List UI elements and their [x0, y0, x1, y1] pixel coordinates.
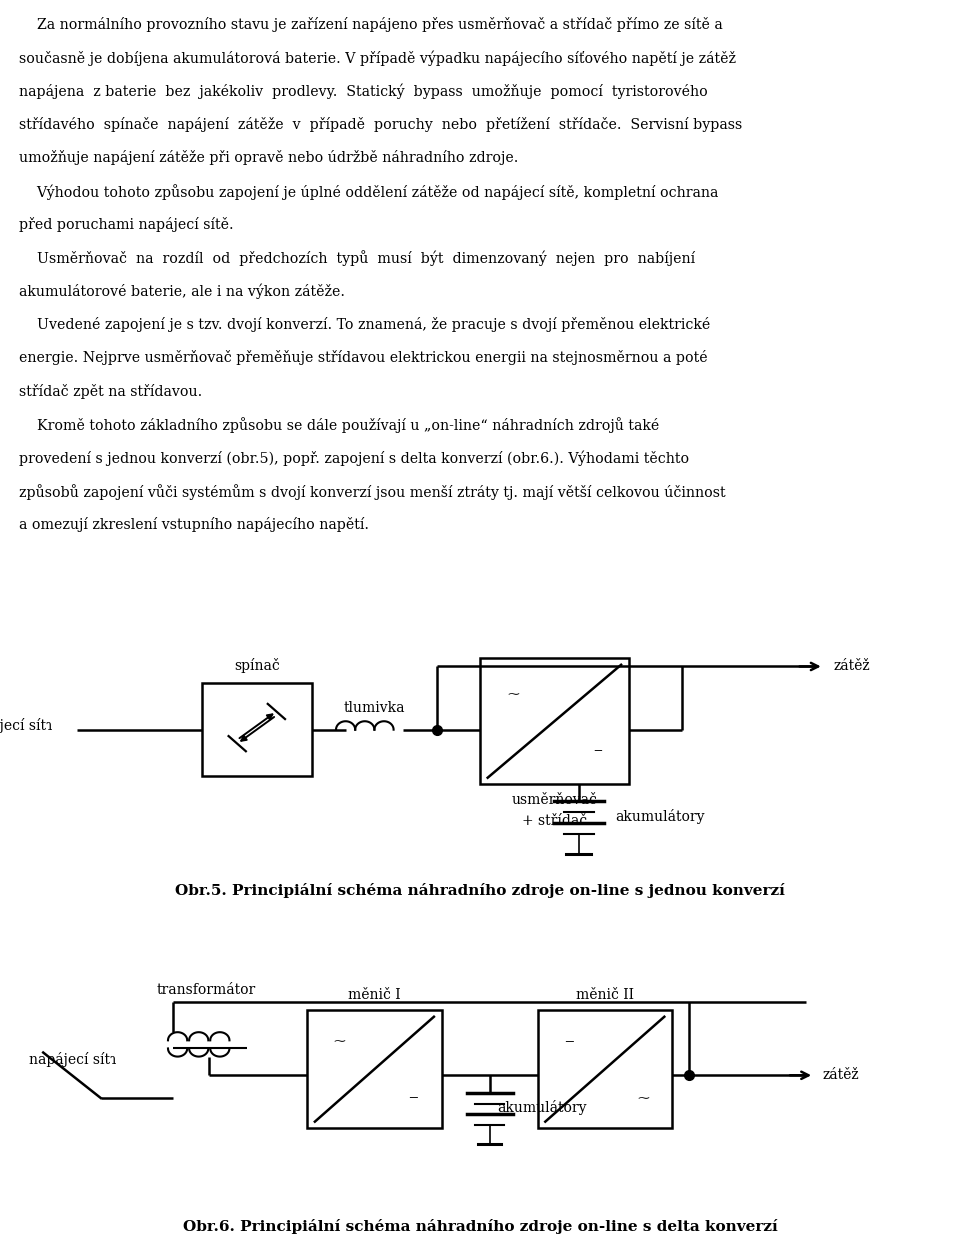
Text: usměrňovač: usměrňovač: [512, 792, 597, 807]
Text: provedení s jednou konverzí (obr.5), popř. zapojení s delta konverzí (obr.6.). V: provedení s jednou konverzí (obr.5), pop…: [19, 451, 689, 466]
Text: –: –: [408, 1088, 418, 1107]
Text: střídač zpět na střídavou.: střídač zpět na střídavou.: [19, 384, 203, 399]
Text: ~: ~: [507, 684, 520, 702]
Bar: [480, 658, 629, 785]
Text: současně je dobíjena akumulátorová baterie. V případě výpadku napájecího síťovéh: současně je dobíjena akumulátorová bater…: [19, 51, 736, 66]
Text: Uvedené zapojení je s tzv. dvojí konverzí. To znamená, že pracuje s dvojí přeměn: Uvedené zapojení je s tzv. dvojí konverz…: [19, 317, 710, 332]
Text: Za normálního provozního stavu je zařízení napájeno přes usměrňovač a střídač př: Za normálního provozního stavu je zaříze…: [19, 17, 723, 32]
Text: transformátor: transformátor: [156, 984, 256, 997]
Text: střídavého  spínače  napájení  zátěže  v  případě  poruchy  nebo  přetížení  stř: střídavého spínače napájení zátěže v pří…: [19, 117, 742, 132]
Text: napájena  z baterie  bez  jakékoliv  prodlevy.  Statický  bypass  umožňuje  pomo: napájena z baterie bez jakékoliv prodlev…: [19, 83, 708, 99]
Text: + střídač: + střídač: [522, 814, 587, 828]
Text: Kromě tohoto základního způsobu se dále používají u „on-line“ náhradních zdrojů : Kromě tohoto základního způsobu se dále …: [19, 417, 660, 433]
Bar: [202, 683, 312, 776]
Text: zátěž: zátěž: [833, 660, 870, 673]
Text: zátěž: zátěž: [823, 1068, 859, 1082]
Text: energie. Nejprve usměrňovač přeměňuje střídavou elektrickou energii na stejnosmě: energie. Nejprve usměrňovač přeměňuje st…: [19, 350, 708, 365]
Bar: [538, 1010, 672, 1128]
Text: –: –: [593, 741, 603, 759]
Text: ~: ~: [332, 1032, 346, 1049]
Text: Výhodou tohoto způsobu zapojení je úplné oddělení zátěže od napájecí sítě, kompl: Výhodou tohoto způsobu zapojení je úplné…: [19, 184, 719, 200]
Text: spínač: spínač: [234, 658, 279, 673]
Text: měnič I: měnič I: [348, 989, 400, 1002]
Text: tlumivka: tlumivka: [344, 700, 405, 714]
Text: Obr.5. Principiální schéma náhradního zdroje on-line s jednou konverzí: Obr.5. Principiální schéma náhradního zd…: [175, 883, 785, 898]
Text: před poruchami napájecí sítě.: před poruchami napájecí sítě.: [19, 217, 234, 232]
Text: napájecí sítɿ: napájecí sítɿ: [29, 1052, 116, 1067]
Text: Usměrňovač  na  rozdíl  od  předchozích  typů  musí  být  dimenzovaný  nejen  pr: Usměrňovač na rozdíl od předchozích typů…: [19, 251, 695, 266]
Text: umožňuje napájení zátěže při opravě nebo údržbě náhradního zdroje.: umožňuje napájení zátěže při opravě nebo…: [19, 150, 518, 165]
Text: napájecí sítɿ: napájecí sítɿ: [0, 718, 53, 733]
Bar: [307, 1010, 442, 1128]
Text: ~: ~: [636, 1089, 650, 1105]
Text: akumulátorové baterie, ale i na výkon zátěže.: akumulátorové baterie, ale i na výkon zá…: [19, 284, 346, 299]
Text: a omezují zkreslení vstupního napájecího napětí.: a omezují zkreslení vstupního napájecího…: [19, 517, 370, 532]
Text: měnič II: měnič II: [576, 989, 634, 1002]
Text: akumulátory: akumulátory: [615, 809, 705, 823]
Text: Obr.6. Principiální schéma náhradního zdroje on-line s delta konverzí: Obr.6. Principiální schéma náhradního zd…: [182, 1218, 778, 1233]
Text: způsobů zapojení vůči systémům s dvojí konverzí jsou menší ztráty tj. mají větší: způsobů zapojení vůči systémům s dvojí k…: [19, 484, 726, 499]
Text: akumulátory: akumulátory: [497, 1100, 587, 1115]
Text: –: –: [564, 1032, 574, 1049]
